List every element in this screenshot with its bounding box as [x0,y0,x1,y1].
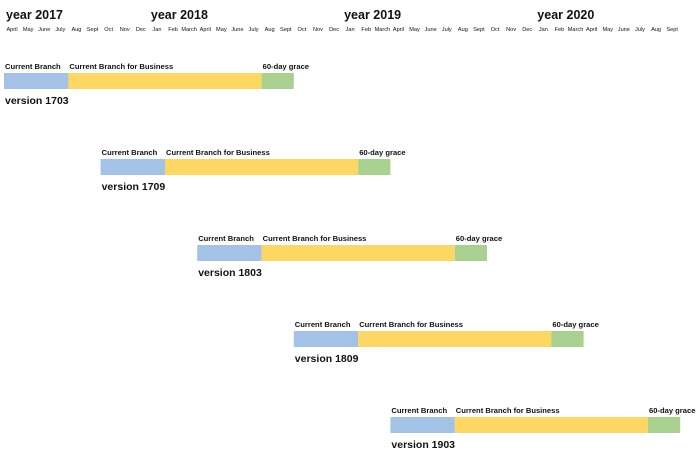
version-label: version 1803 [198,267,262,279]
release-row: Current Branch Current Branch for Busines… [4,62,309,107]
month-label: July [249,27,259,33]
month-label: Oct [104,27,113,33]
month-header-row: April May June July Aug Sept Oct Nov Dec Jan Feb Ma… [6,27,678,33]
month-label: Aug [71,27,81,33]
phase-label: Current Branch [198,234,254,243]
release-rows: Current Branch Current Branch for Busines… [4,62,695,451]
month-label: Feb [555,27,565,33]
phase-bar [261,73,294,89]
year-label: year 2019 [344,8,401,22]
phase-label: 60-day grace [552,320,598,329]
month-label: July [55,27,65,33]
month-label: Jan [539,27,548,33]
month-label: June [618,27,630,33]
month-label: Nov [506,27,516,33]
phase-bar [68,73,262,89]
release-row: Current Branch Current Branch for Busines… [100,148,406,193]
month-label: Sept [666,27,678,33]
month-label: May [409,27,420,33]
month-label: Feb [361,27,371,33]
phase-bar [4,73,69,89]
phase-bar [390,417,455,433]
version-label: version 1903 [391,439,455,451]
phase-bar [358,159,391,175]
month-label: Nov [120,27,130,33]
month-label: Sept [87,27,99,33]
release-row: Current Branch Current Branch for Busines… [293,320,599,365]
phase-bar [100,159,165,175]
phase-label: 60-day grace [649,406,695,415]
month-label: May [23,27,34,33]
month-label: Dec [136,27,146,33]
month-label: March [375,27,391,33]
version-label: version 1709 [102,181,166,193]
month-label: May [602,27,613,33]
release-row: Current Branch Current Branch for Busines… [390,406,695,451]
phase-label: Current Branch [102,148,158,157]
month-label: Dec [522,27,532,33]
month-label: Dec [329,27,339,33]
phase-label: Current Branch for Business [456,406,560,415]
phase-label: Current Branch [391,406,447,415]
month-label: April [393,27,404,33]
version-label: version 1703 [5,95,69,107]
month-label: Nov [313,27,323,33]
phase-bar [293,331,359,347]
phase-label: Current Branch for Business [69,62,173,71]
month-label: Aug [458,27,468,33]
year-label: year 2017 [6,8,63,22]
month-label: July [442,27,452,33]
month-label: Oct [297,27,306,33]
version-label: version 1809 [295,353,359,365]
month-label: June [38,27,50,33]
month-label: Aug [265,27,275,33]
month-label: Oct [491,27,500,33]
phase-bar [551,331,584,347]
month-label: March [181,27,197,33]
phase-bar [165,159,359,175]
month-label: June [425,27,437,33]
phase-label: Current Branch [295,320,351,329]
phase-bar [197,245,262,261]
phase-bar [454,245,487,261]
month-label: May [216,27,227,33]
month-label: April [200,27,211,33]
month-label: Jan [346,27,355,33]
month-label: Aug [651,27,661,33]
year-label: year 2020 [537,8,594,22]
phase-label: 60-day grace [456,234,502,243]
month-label: April [6,27,17,33]
phase-bar [454,417,648,433]
phase-label: 60-day grace [359,148,405,157]
month-label: March [568,27,584,33]
month-label: April [586,27,597,33]
year-header-row: year 2017 year 2018 year 2019 year 2020 [6,8,594,22]
phase-label: Current Branch for Business [166,148,270,157]
month-label: June [231,27,243,33]
phase-bar [358,331,552,347]
month-label: Feb [168,27,178,33]
phase-label: Current Branch for Business [359,320,463,329]
phase-label: Current Branch for Business [263,234,367,243]
phase-bar [648,417,681,433]
phase-label: Current Branch [5,62,61,71]
year-label: year 2018 [151,8,208,22]
release-row: Current Branch Current Branch for Busines… [197,234,502,279]
phase-label: 60-day grace [263,62,309,71]
phase-bar [261,245,455,261]
month-label: Sept [473,27,485,33]
month-label: Sept [280,27,292,33]
month-label: July [635,27,645,33]
month-label: Jan [152,27,161,33]
